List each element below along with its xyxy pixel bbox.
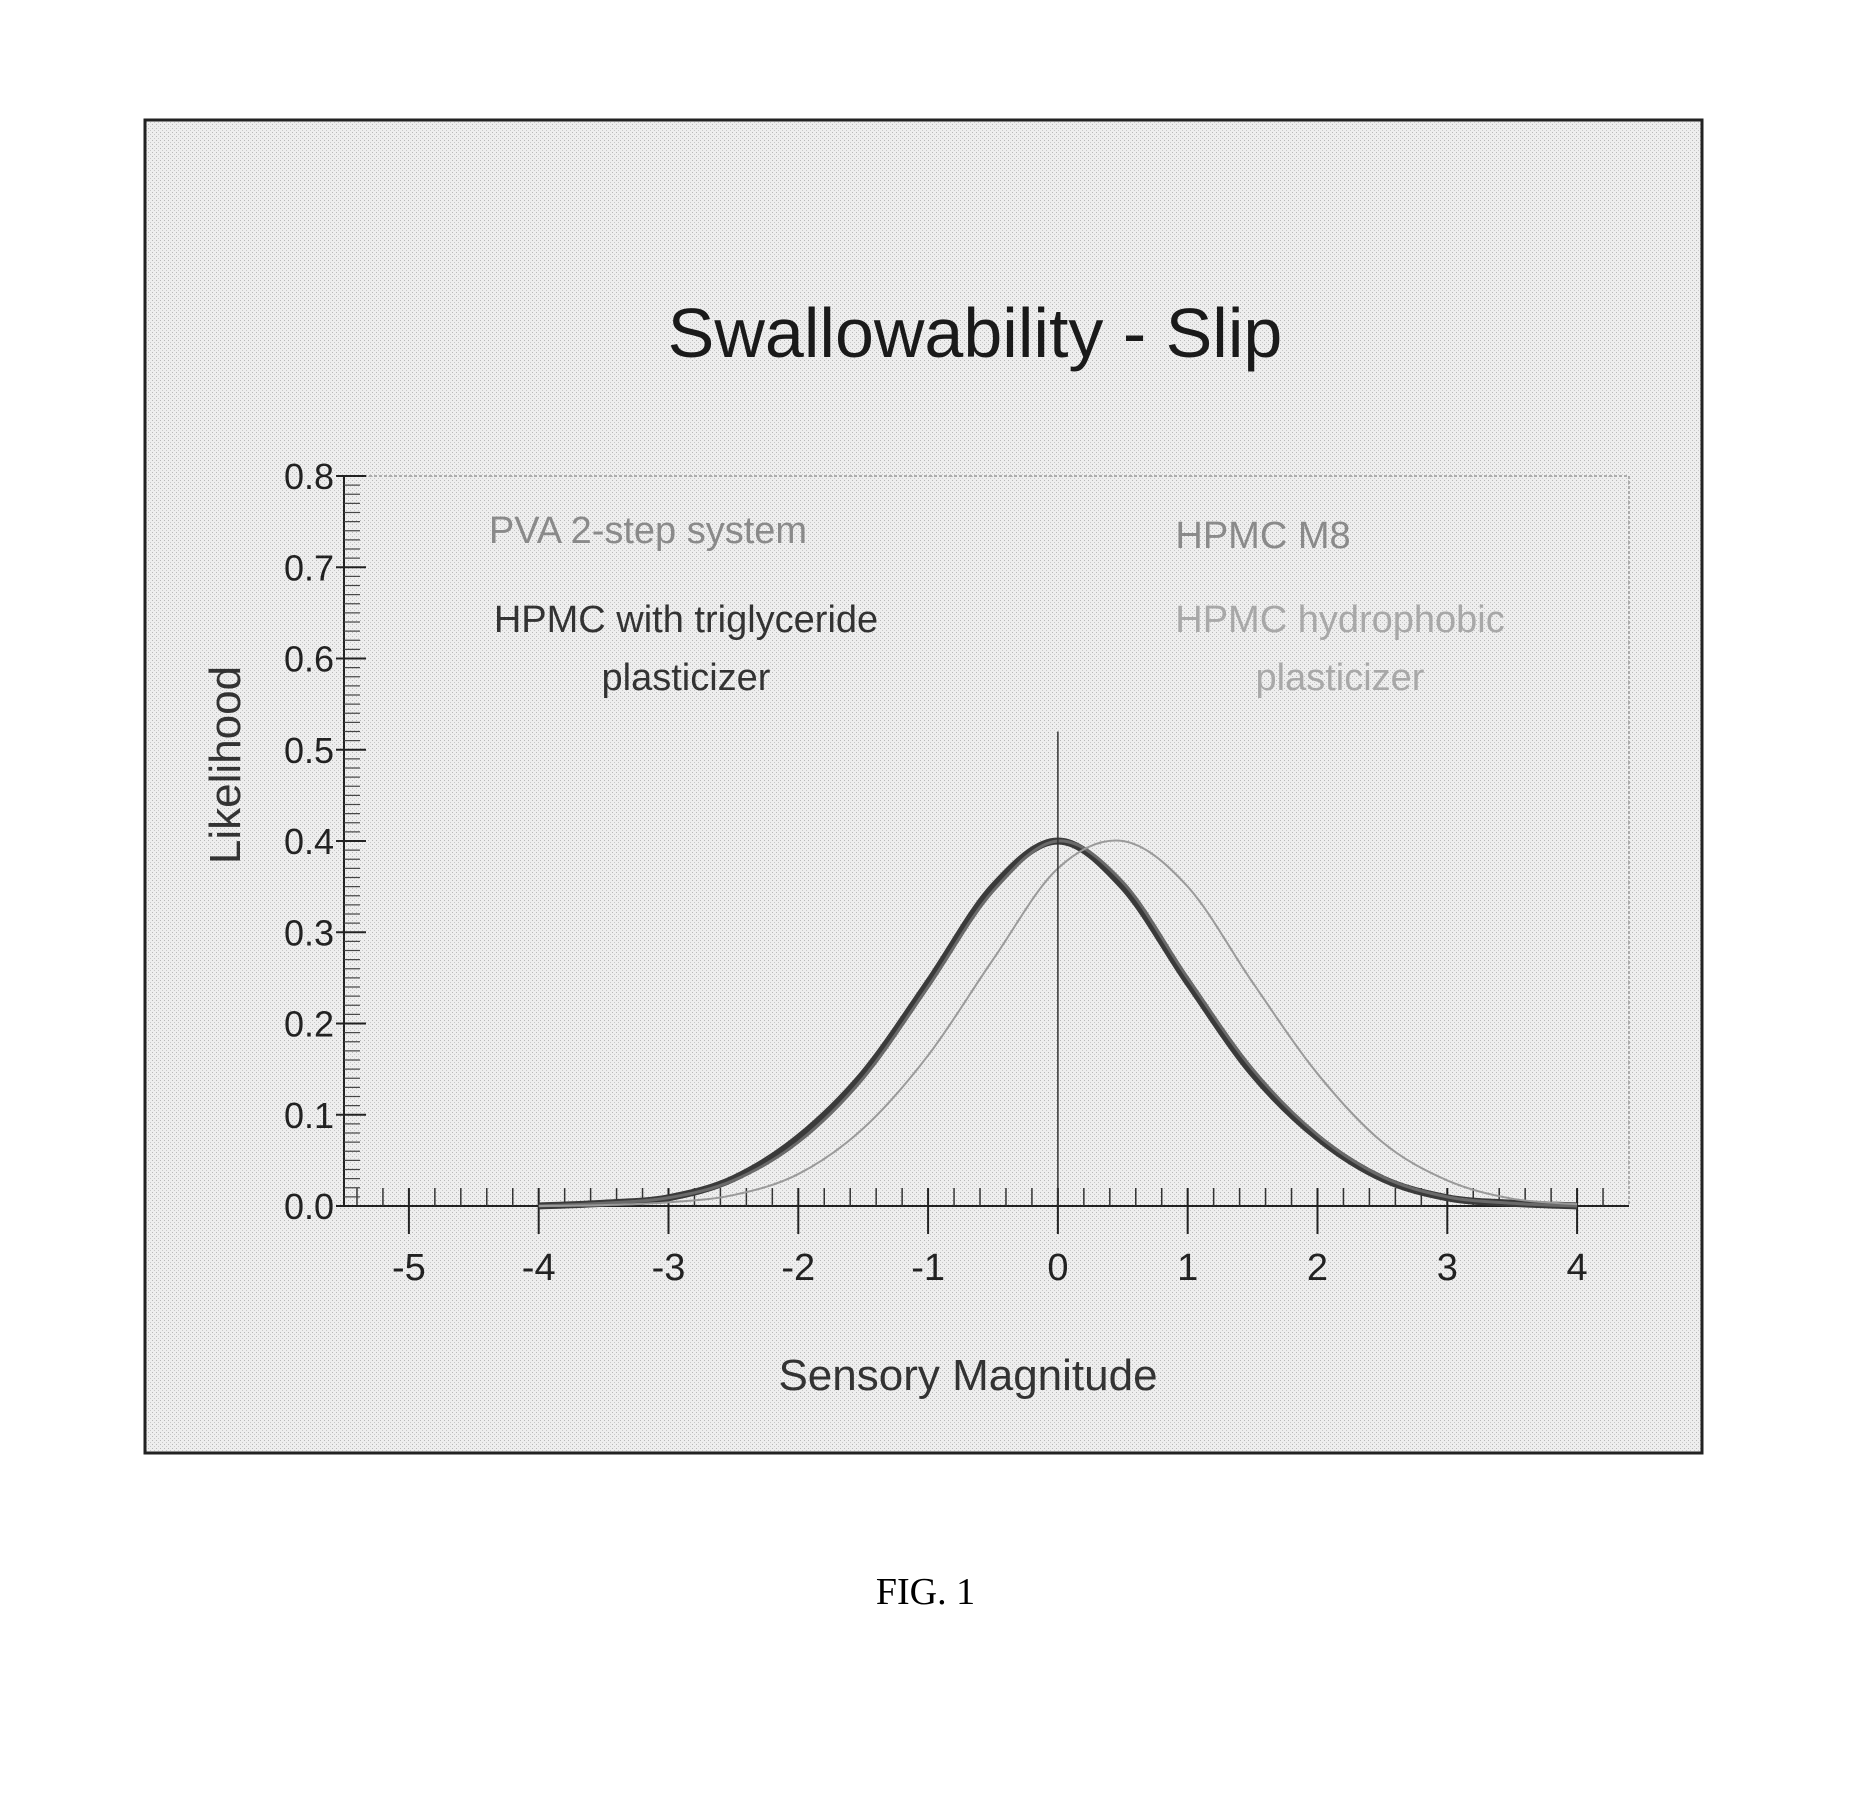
x-tick-label: 1 <box>1177 1247 1198 1289</box>
annotation-plasticizer-triglyceride: plasticizer <box>602 657 771 699</box>
x-tick-label: 2 <box>1307 1247 1328 1289</box>
annotation-hpmc-m8: HPMC M8 <box>1175 515 1350 557</box>
y-tick-label: 0.2 <box>284 1004 334 1045</box>
y-tick-label: 0.0 <box>284 1186 334 1227</box>
y-tick-label: 0.7 <box>284 547 334 588</box>
chart-title: Swallowability - Slip <box>668 294 1283 372</box>
x-tick-label: -4 <box>522 1247 556 1289</box>
y-axis-label: Likelihood <box>201 666 250 864</box>
x-tick-label: 4 <box>1567 1247 1588 1289</box>
x-tick-label: 3 <box>1437 1247 1458 1289</box>
annotation-hpmc-with-triglyceride: HPMC with triglyceride <box>494 599 878 641</box>
y-tick-label: 0.8 <box>284 456 334 497</box>
x-tick-label: -3 <box>652 1247 686 1289</box>
annotation-pva-2-step-system: PVA 2-step system <box>489 510 807 552</box>
figure-caption: FIG. 1 <box>0 1570 1851 1614</box>
x-axis-label: Sensory Magnitude <box>778 1351 1157 1400</box>
y-tick-label: 0.4 <box>284 821 334 862</box>
x-tick-label: -1 <box>911 1247 945 1289</box>
x-tick-label: 0 <box>1047 1247 1068 1289</box>
y-tick-label: 0.3 <box>284 912 334 953</box>
y-tick-label: 0.6 <box>284 639 334 680</box>
annotation-hpmc-hydrophobic: HPMC hydrophobic <box>1175 599 1504 641</box>
y-tick-label: 0.5 <box>284 730 334 771</box>
y-tick-label: 0.1 <box>284 1095 334 1136</box>
x-tick-label: -5 <box>392 1247 426 1289</box>
annotation-plasticizer-hydrophobic: plasticizer <box>1256 657 1425 699</box>
x-tick-label: -2 <box>781 1247 815 1289</box>
